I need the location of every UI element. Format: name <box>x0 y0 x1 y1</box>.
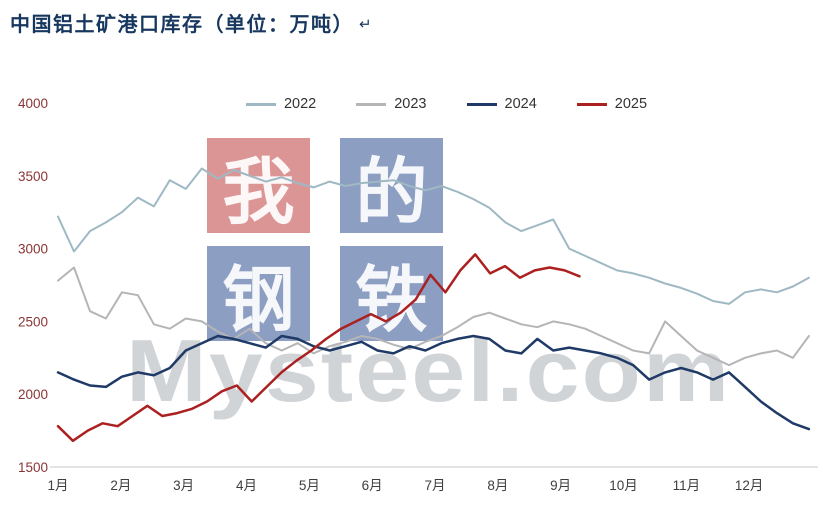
y-tick-label: 2500 <box>18 314 48 329</box>
series-line-2024 <box>56 334 811 431</box>
legend-swatch-2024 <box>466 102 497 106</box>
legend-label: 2025 <box>614 96 648 112</box>
x-tick-label: 4月 <box>236 478 257 493</box>
series-line-2025 <box>56 253 581 443</box>
legend-item-2025: 2025 <box>576 96 648 112</box>
legend-item-2023: 2023 <box>356 96 427 112</box>
x-tick-label: 8月 <box>487 478 508 493</box>
x-tick-label: 11月 <box>673 478 701 493</box>
x-tick-label: 6月 <box>362 478 383 493</box>
legend-swatch-2025 <box>576 102 607 106</box>
x-tick-label: 2月 <box>110 478 131 493</box>
y-tick-label: 3000 <box>18 242 48 257</box>
legend-label: 2023 <box>394 96 427 112</box>
watermark-block-2: 的 <box>340 138 443 234</box>
chart-header: 中国铝土矿港口库存（单位：万吨） ↵ <box>10 8 372 37</box>
legend-swatch-2023 <box>356 102 387 106</box>
legend-label: 2022 <box>283 96 317 112</box>
legend: 2022 2023 2024 2025 <box>35 96 823 112</box>
x-tick-label: 7月 <box>424 478 445 493</box>
x-tick-label: 5月 <box>299 478 320 493</box>
legend-swatch-2022 <box>245 102 276 106</box>
legend-item-2024: 2024 <box>466 96 537 112</box>
x-tick-label: 3月 <box>173 478 194 493</box>
series-line-2023 <box>57 266 810 367</box>
legend-item-2022: 2022 <box>245 96 317 112</box>
line-chart-plot-area: 4000 3500 3000 2500 2000 1500 1月 2月 3月 4月 5月 6月 7月 8月… <box>18 96 818 493</box>
x-tick-label: 12月 <box>735 478 764 493</box>
series-line-2022 <box>57 167 810 305</box>
watermark-block-1: 我 <box>207 138 310 234</box>
y-tick-label: 3500 <box>18 169 48 184</box>
chart-title: 中国铝土矿港口库存（单位：万吨） <box>10 14 354 36</box>
paragraph-return-icon: ↵ <box>359 16 372 33</box>
x-tick-label: 9月 <box>550 478 571 493</box>
y-tick-label: 2000 <box>18 387 48 402</box>
y-tick-label: 1500 <box>18 460 48 475</box>
watermark-block-3: 钢 <box>207 246 310 342</box>
x-tick-label: 1月 <box>47 478 68 493</box>
y-tick-label: 4000 <box>18 96 48 111</box>
legend-label: 2024 <box>504 96 537 112</box>
x-tick-label: 10月 <box>609 478 638 493</box>
watermark-blocks: 我的钢铁 <box>207 138 443 342</box>
